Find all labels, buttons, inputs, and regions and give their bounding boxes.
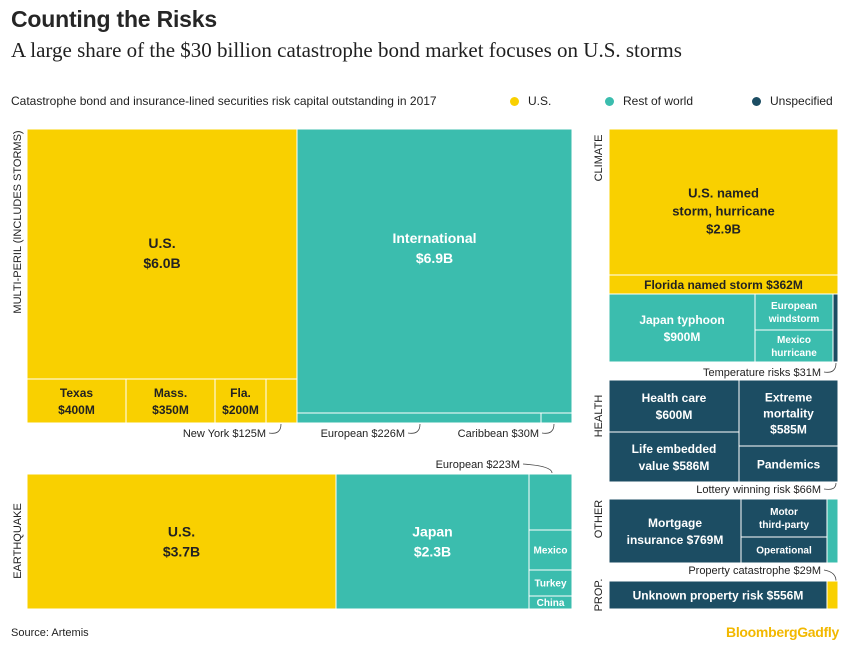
tile-multi-peril-includes-storms-caribbean [540, 412, 573, 424]
group-label-other: OTHER [593, 500, 605, 539]
tile-label-health-care: Health care $600M [642, 391, 707, 422]
tile-label-european-windstorm: European windstorm [768, 301, 820, 325]
tile-other-motor-third-party [740, 498, 828, 538]
tile-climate-european-windstorm [754, 293, 834, 331]
tile-label-extreme-mortality: Extreme mortality $585M [763, 390, 814, 436]
tile-climate-mexico-hurricane [754, 329, 834, 363]
chart-subtitle: A large share of the $30 billion catastr… [11, 38, 682, 62]
tile-label-operational: Operational [756, 546, 812, 557]
legend-swatch-rest-of-world [605, 96, 614, 106]
tile-label-pandemics: Pandemics [757, 457, 821, 471]
callout-line [541, 423, 555, 434]
legend-swatch-unspecified [752, 96, 761, 106]
tile-other-lottery-winning-risk [826, 498, 839, 564]
callout-line [823, 482, 837, 490]
legend-label-rest-of-world: Rest of world [623, 94, 694, 108]
legend-item-us: U.S. [510, 94, 551, 108]
source-note: Source: Artemis [11, 627, 89, 639]
tile-label-life-embedded-value: Life embedded value $586M [632, 442, 717, 473]
callout-label: Lottery winning risk $66M [696, 484, 821, 496]
chart-caption: Catastrophe bond and insurance-lined sec… [11, 94, 437, 108]
tile-label-turkey: Turkey [534, 579, 566, 590]
tile-health-life-embedded-value [608, 431, 740, 483]
tile-earthquake-european [528, 473, 573, 531]
tile-other-operational [740, 536, 828, 564]
tile-multi-peril-includes-storms-mass [125, 378, 216, 424]
tile-earthquake-china [528, 595, 573, 610]
tile-multi-peril-includes-storms-european [296, 412, 542, 424]
tile-label-u-s: U.S. $3.7B [163, 524, 200, 560]
callout-line [823, 362, 837, 373]
brand-logo: BloombergGadfly [726, 624, 839, 640]
tile-label-u-s-named-storm-hurricane: U.S. named storm, hurricane $2.9B [672, 186, 775, 237]
tile-health-extreme-mortality [738, 379, 839, 447]
callout-label: Property catastrophe $29M [688, 565, 821, 577]
group-label-prop: PROP. [593, 579, 605, 612]
legend-label-us: U.S. [528, 94, 552, 108]
tile-health-health-care [608, 379, 740, 433]
tile-multi-peril-includes-storms-new-york [265, 378, 298, 424]
legend-swatch-us [510, 96, 519, 106]
tile-label-unknown-property-risk: Unknown property risk $556M [633, 588, 804, 602]
tile-prop-property-catastrophe [826, 580, 839, 610]
tile-label-mortgage-insurance: Mortgage insurance $769M [627, 516, 724, 547]
callout-label: European $223M [436, 459, 520, 471]
tile-label-mexico: Mexico [534, 546, 568, 557]
tile-label-fla: Fla. $200M [222, 386, 259, 417]
tile-label-china: China [537, 598, 565, 609]
callout-line [268, 423, 282, 434]
tile-label-florida-named-storm: Florida named storm $362M [644, 278, 803, 292]
callout-line [407, 423, 421, 434]
tile-label-japan-typhoon: Japan typhoon $900M [639, 313, 724, 344]
tile-label-mexico-hurricane: Mexico hurricane [771, 335, 817, 359]
tile-multi-peril-includes-storms-texas [26, 378, 127, 424]
legend-label-unspecified: Unspecified [770, 94, 833, 108]
tile-label-u-s: U.S. $6.0B [143, 235, 180, 271]
tile-label-mass: Mass. $350M [152, 386, 189, 417]
tile-label-texas: Texas $400M [58, 386, 95, 417]
group-label-earthquake: EARTHQUAKE [12, 503, 24, 579]
legend-item-rest-of-world: Rest of world [605, 94, 693, 108]
group-label-multi-peril-includes-storms: MULTI-PERIL (INCLUDES STORMS) [12, 130, 24, 313]
chart-title: Counting the Risks [11, 6, 217, 32]
tile-climate-temperature-risks [832, 293, 839, 363]
tile-climate-u-s-named-storm-hurricane [608, 128, 839, 276]
callout-line [522, 463, 553, 474]
legend-item-unspecified: Unspecified [752, 94, 833, 108]
group-label-health: HEALTH [593, 395, 605, 438]
tile-multi-peril-includes-storms-international [296, 128, 573, 414]
tile-other-mortgage-insurance [608, 498, 742, 564]
callout-line [823, 569, 837, 582]
group-label-climate: CLIMATE [593, 135, 605, 182]
tile-multi-peril-includes-storms-u-s [26, 128, 298, 380]
tile-label-international: International $6.9B [392, 230, 476, 266]
tile-multi-peril-includes-storms-fla [214, 378, 267, 424]
callout-label: Caribbean $30M [458, 428, 539, 440]
tile-earthquake-mexico [528, 529, 573, 571]
callout-label: New York $125M [183, 428, 266, 440]
tile-earthquake-japan [335, 473, 530, 610]
tile-earthquake-turkey [528, 569, 573, 597]
tile-earthquake-u-s [26, 473, 337, 610]
callout-label: Temperature risks $31M [703, 367, 821, 379]
tile-health-pandemics [738, 445, 839, 483]
tile-label-japan: Japan $2.3B [412, 524, 452, 560]
tile-climate-japan-typhoon [608, 293, 756, 363]
tile-prop-unknown-property-risk [608, 580, 828, 610]
callout-label: European $226M [321, 428, 405, 440]
tile-label-motor-third-party: Motor third-party [759, 507, 809, 531]
